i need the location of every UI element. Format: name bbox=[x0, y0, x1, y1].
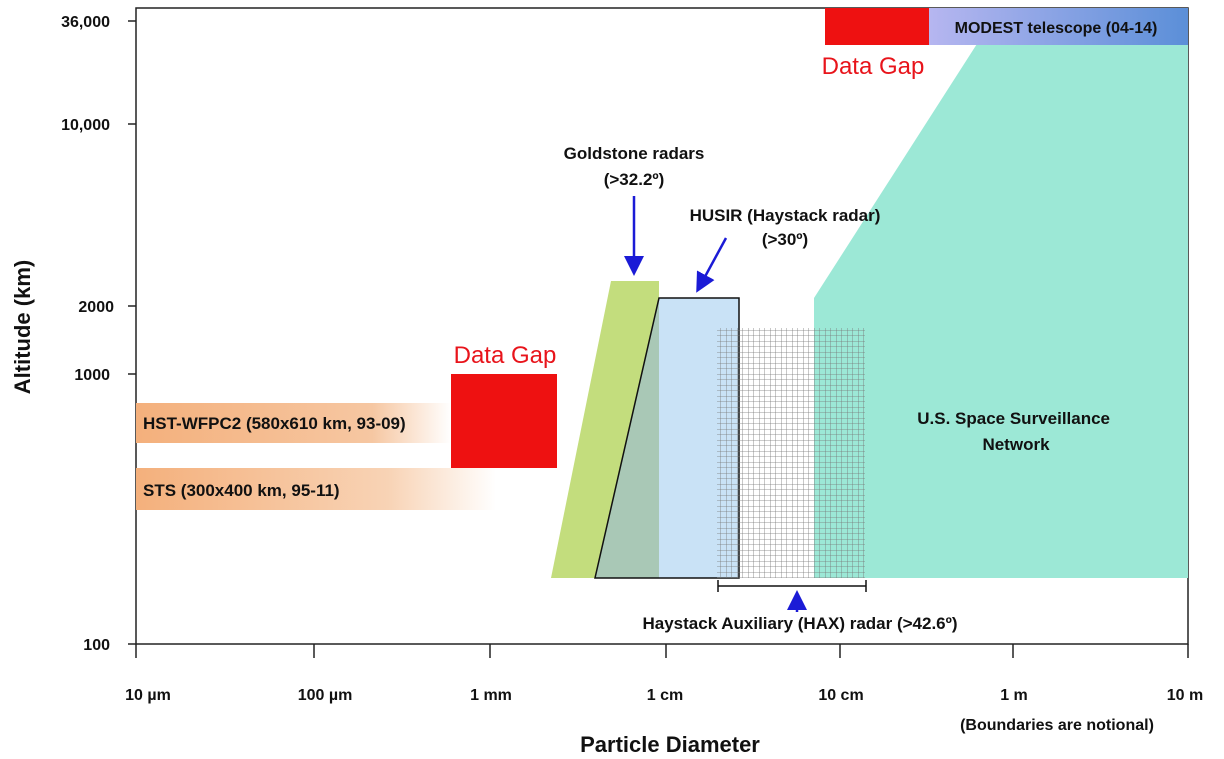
y-tick-label: 10,000 bbox=[61, 117, 110, 134]
x-tick-label: 1 m bbox=[1000, 687, 1028, 704]
ssn-label-line2: Network bbox=[982, 435, 1050, 454]
data-gap-low bbox=[451, 374, 557, 468]
y-tick-label: 100 bbox=[83, 637, 110, 654]
sts-band bbox=[136, 468, 496, 510]
data-gap-high-label: Data Gap bbox=[822, 53, 925, 80]
husir-arrow bbox=[696, 237, 728, 293]
modest-label: MODEST telescope (04-14) bbox=[955, 20, 1158, 37]
ssn-label: U.S. Space Surveillance Network bbox=[917, 409, 1115, 454]
x-tick-label: 10 µm bbox=[125, 687, 171, 704]
y-tick-label: 1000 bbox=[74, 367, 110, 384]
husir-sublabel: (>30º) bbox=[762, 230, 808, 249]
ssn-region bbox=[814, 8, 1188, 578]
y-tick-label: 36,000 bbox=[61, 14, 110, 31]
x-axis-title: Particle Diameter bbox=[580, 732, 760, 757]
data-gap-low-label: Data Gap bbox=[454, 342, 557, 369]
x-tick-label: 10 cm bbox=[818, 687, 863, 704]
modest-band bbox=[929, 8, 1188, 45]
x-tick-label: 100 µm bbox=[298, 687, 353, 704]
x-tick-label: 1 mm bbox=[470, 687, 512, 704]
y-ticks bbox=[128, 20, 136, 645]
sts-label: STS (300x400 km, 95-11) bbox=[143, 481, 340, 500]
husir-label: HUSIR (Haystack radar) bbox=[690, 206, 881, 225]
hax-label: Haystack Auxiliary (HAX) radar (>42.6º) bbox=[642, 614, 957, 633]
data-gap-high bbox=[825, 8, 929, 45]
hst-label: HST-WFPC2 (580x610 km, 93-09) bbox=[143, 414, 406, 433]
hax-bracket bbox=[717, 580, 867, 592]
hax-grid bbox=[717, 328, 865, 578]
goldstone-label: Goldstone radars bbox=[564, 144, 705, 163]
hst-band bbox=[136, 403, 451, 443]
x-tick-label: 1 cm bbox=[647, 687, 683, 704]
ssn-label-line1: U.S. Space Surveillance bbox=[917, 409, 1110, 428]
husir-outline bbox=[594, 297, 740, 579]
goldstone-sublabel: (>32.2º) bbox=[604, 170, 665, 189]
boundaries-note: (Boundaries are notional) bbox=[960, 717, 1154, 734]
x-ticks bbox=[135, 644, 1189, 658]
x-tick-label: 10 m bbox=[1167, 687, 1203, 704]
y-tick-label: 2000 bbox=[78, 299, 114, 316]
y-axis-title: Altitude (km) bbox=[10, 260, 35, 394]
